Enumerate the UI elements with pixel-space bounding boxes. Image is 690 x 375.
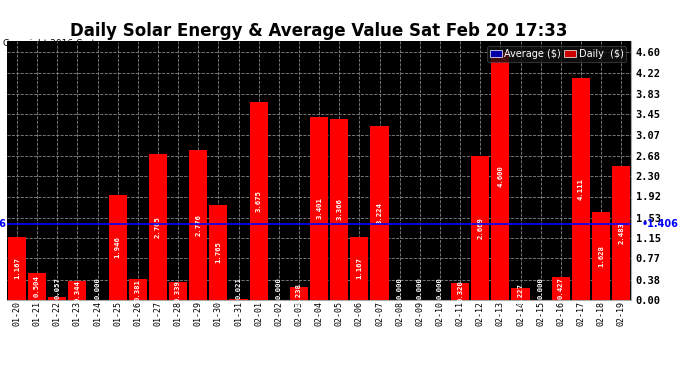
Title: Daily Solar Energy & Average Value Sat Feb 20 17:33: Daily Solar Energy & Average Value Sat F… bbox=[70, 22, 568, 40]
Bar bbox=[149, 154, 167, 300]
Bar bbox=[48, 297, 66, 300]
Bar bbox=[230, 299, 248, 300]
Bar bbox=[189, 150, 207, 300]
Text: 3.224: 3.224 bbox=[377, 202, 382, 224]
Bar bbox=[572, 78, 590, 300]
Text: 0.381: 0.381 bbox=[135, 279, 141, 301]
Bar bbox=[552, 277, 570, 300]
Bar bbox=[68, 282, 86, 300]
Bar bbox=[511, 288, 530, 300]
Text: 1.946: 1.946 bbox=[115, 237, 121, 258]
Text: Copyright 2016 Cartronics.com: Copyright 2016 Cartronics.com bbox=[3, 39, 145, 48]
Bar bbox=[28, 273, 46, 300]
Text: 0.344: 0.344 bbox=[75, 280, 81, 302]
Text: 2.669: 2.669 bbox=[477, 217, 483, 239]
Bar bbox=[169, 282, 187, 300]
Text: 3.675: 3.675 bbox=[256, 190, 262, 212]
Text: 0.000: 0.000 bbox=[276, 277, 282, 299]
Text: 3.401: 3.401 bbox=[316, 197, 322, 219]
Bar bbox=[451, 283, 469, 300]
Text: 0.021: 0.021 bbox=[235, 277, 242, 299]
Text: 0.000: 0.000 bbox=[397, 277, 403, 299]
Text: 2.483: 2.483 bbox=[618, 222, 624, 244]
Text: 0.000: 0.000 bbox=[437, 277, 443, 299]
Bar bbox=[612, 166, 631, 300]
Text: 0.000: 0.000 bbox=[95, 277, 101, 299]
Legend: Average ($), Daily  ($): Average ($), Daily ($) bbox=[487, 46, 627, 62]
Text: 2.705: 2.705 bbox=[155, 216, 161, 238]
Text: 0.339: 0.339 bbox=[175, 280, 181, 302]
Bar bbox=[8, 237, 26, 300]
Text: 0.238: 0.238 bbox=[296, 283, 302, 304]
Text: 4.600: 4.600 bbox=[497, 165, 504, 187]
Text: 0.000: 0.000 bbox=[417, 277, 423, 299]
Text: 1.628: 1.628 bbox=[598, 245, 604, 267]
Text: 1.167: 1.167 bbox=[357, 258, 362, 279]
Bar bbox=[471, 156, 489, 300]
Bar bbox=[331, 118, 348, 300]
Text: 1.765: 1.765 bbox=[215, 242, 221, 263]
Bar bbox=[209, 205, 228, 300]
Text: •1.406: •1.406 bbox=[642, 219, 678, 229]
Text: 0.504: 0.504 bbox=[34, 276, 40, 297]
Bar bbox=[290, 287, 308, 300]
Bar bbox=[592, 212, 610, 300]
Bar bbox=[108, 195, 127, 300]
Text: 0.000: 0.000 bbox=[538, 277, 544, 299]
Text: 1.167: 1.167 bbox=[14, 258, 20, 279]
Text: 2.776: 2.776 bbox=[195, 214, 201, 236]
Text: 0.427: 0.427 bbox=[558, 278, 564, 299]
Text: 0.320: 0.320 bbox=[457, 280, 463, 302]
Bar bbox=[310, 117, 328, 300]
Bar bbox=[250, 102, 268, 300]
Text: 4.111: 4.111 bbox=[578, 178, 584, 200]
Text: 3.366: 3.366 bbox=[336, 198, 342, 220]
Bar bbox=[351, 237, 368, 300]
Text: 0.227: 0.227 bbox=[518, 283, 524, 305]
Text: •1.406: •1.406 bbox=[0, 219, 7, 229]
Bar bbox=[371, 126, 388, 300]
Text: 0.057: 0.057 bbox=[55, 277, 60, 299]
Bar bbox=[491, 52, 509, 300]
Bar bbox=[129, 279, 147, 300]
